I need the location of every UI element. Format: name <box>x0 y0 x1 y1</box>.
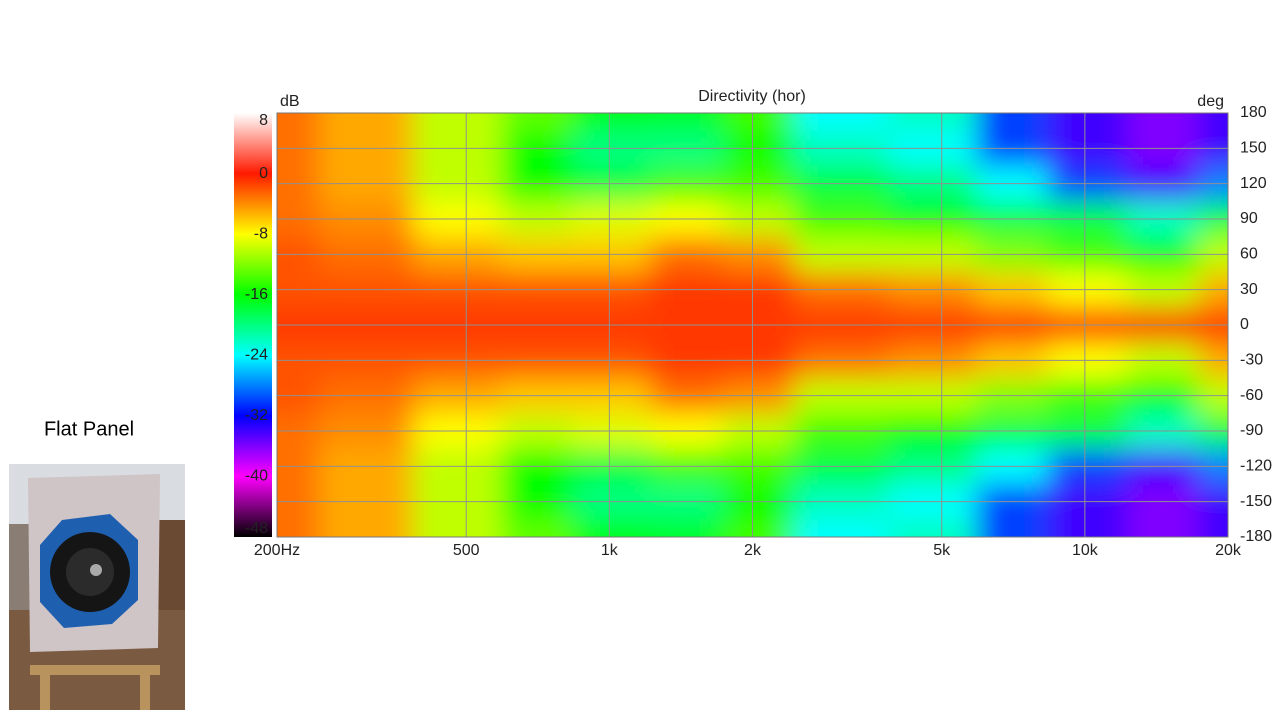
heatmap-cell <box>651 519 724 537</box>
x-tick-label: 2k <box>744 542 762 559</box>
y-tick-label: -180 <box>1240 528 1272 545</box>
heatmap-cell <box>277 113 320 132</box>
colorbar-tick-label: 0 <box>259 165 268 182</box>
colorbar-tick-label: -40 <box>245 468 268 485</box>
heatmap-cell <box>1048 519 1128 537</box>
x-tick-label: 500 <box>453 542 480 559</box>
y-tick-label: 120 <box>1240 175 1267 192</box>
heatmap-cell <box>500 113 574 132</box>
colorbar-tick-label: -8 <box>254 225 268 242</box>
heatmap-cell <box>722 113 795 132</box>
colorbar-tick-label: -32 <box>245 407 268 424</box>
photo-label: Flat Panel <box>44 418 134 440</box>
heatmap-cell <box>572 519 652 537</box>
y-tick-label: -30 <box>1240 352 1263 369</box>
heatmap-cell <box>976 113 1049 132</box>
heatmap-cell <box>651 113 724 132</box>
colorbar-tick-label: -48 <box>245 520 268 537</box>
colorbar <box>234 113 272 537</box>
heatmap-cell <box>318 113 414 132</box>
colorbar-tick-label: -24 <box>245 347 268 364</box>
x-tick-label: 1k <box>601 542 619 559</box>
heatmap-cell <box>500 519 574 537</box>
speaker-photo <box>9 464 185 710</box>
heatmap-cell <box>1198 113 1228 132</box>
colorbar-tick-label: 8 <box>259 112 268 129</box>
y-tick-label: 90 <box>1240 210 1258 227</box>
y-tick-label: 150 <box>1240 140 1267 157</box>
plot-frame <box>276 112 1229 538</box>
x-tick-label: 200Hz <box>254 542 300 559</box>
y-tick-label: 0 <box>1240 316 1249 333</box>
heatmap-cell <box>1126 113 1199 132</box>
y-tick-label: -120 <box>1240 458 1272 475</box>
heatmap-cell <box>413 113 502 132</box>
heatmap-cell <box>888 519 977 537</box>
y-tick-label: 60 <box>1240 246 1258 263</box>
y-tick-label: -60 <box>1240 387 1263 404</box>
heatmap-cell <box>976 519 1049 537</box>
heatmap-cell <box>1126 519 1199 537</box>
heatmap-cell <box>1198 519 1228 537</box>
heatmap-cell <box>413 519 502 537</box>
heatmap-cell <box>318 519 414 537</box>
y-tick-label: 30 <box>1240 281 1258 298</box>
heatmap-cell <box>794 519 890 537</box>
heatmap-cell <box>794 113 890 132</box>
colorbar-labels: 8 0 -8 -16 -24 -32 -40 -48 <box>245 112 268 537</box>
x-tick-label: 10k <box>1072 542 1099 559</box>
y-tick-label: -90 <box>1240 422 1263 439</box>
y-tick-label: 180 <box>1240 104 1267 121</box>
heatmap-cell <box>888 113 977 132</box>
x-tick-label: 5k <box>933 542 951 559</box>
heatmap-cell <box>1048 113 1128 132</box>
x-tick-label: 20k <box>1215 542 1242 559</box>
heatmap-cell <box>277 519 320 537</box>
chart-title: Directivity (hor) <box>698 88 806 105</box>
colorbar-tick-label: -16 <box>245 286 268 303</box>
color-unit: dB <box>280 93 300 110</box>
heatmap-cell <box>722 519 795 537</box>
y-tick-label: -150 <box>1240 493 1272 510</box>
heatmap-cell <box>572 113 652 132</box>
y-unit: deg <box>1197 93 1224 110</box>
